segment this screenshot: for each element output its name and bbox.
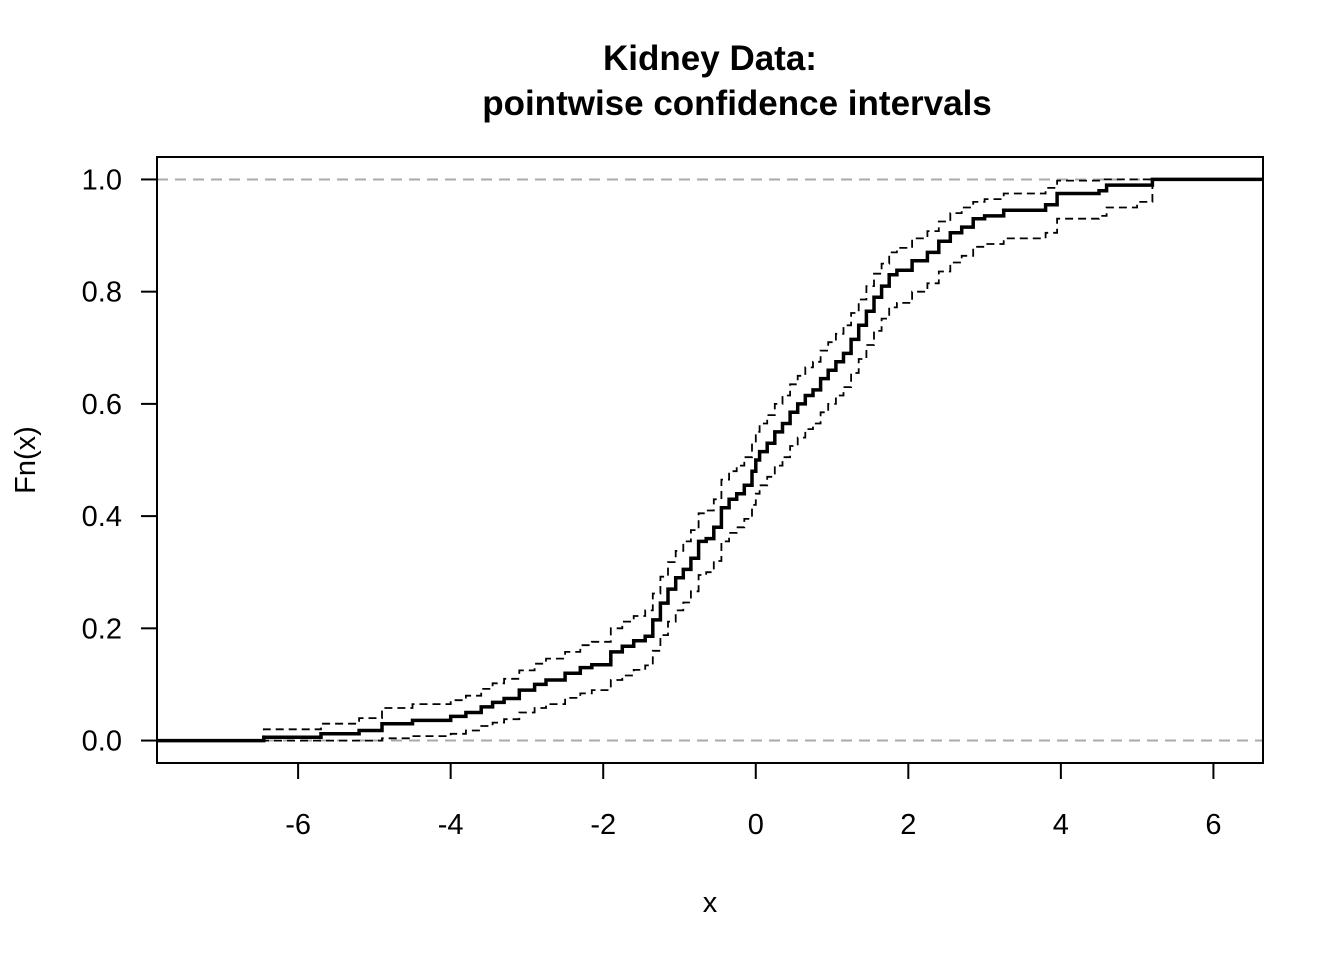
x-axis: -6 -4 -2 0 2 4 6 [285, 763, 1221, 841]
x-tick-label: 6 [1205, 809, 1221, 841]
x-tick-label: 4 [1053, 809, 1069, 841]
x-axis-label: x [703, 887, 718, 919]
x-tick-label: -6 [285, 809, 311, 841]
y-axis-label: Fn(x) [10, 426, 42, 494]
plot-frame [156, 156, 1264, 764]
y-tick-label: 0.0 [82, 726, 122, 758]
chart-subtitle: pointwise confidence intervals [482, 84, 992, 123]
y-tick-label: 0.2 [82, 613, 122, 645]
x-tick-label: 0 [748, 809, 764, 841]
reference-lines [157, 178, 1263, 742]
ecdf-step-line [157, 177, 1263, 743]
x-tick-label: -2 [590, 809, 616, 841]
y-tick-label: 0.8 [82, 277, 122, 309]
series-layer [157, 177, 1263, 743]
y-axis: 0.0 0.2 0.4 0.6 0.8 1.0 [82, 164, 157, 758]
y-tick-label: 1.0 [82, 164, 122, 196]
x-tick-label: -4 [438, 809, 464, 841]
y-tick-label: 0.4 [82, 501, 122, 533]
chart-title: Kidney Data: [603, 39, 817, 78]
upper-confidence-band [157, 178, 1263, 742]
lower-confidence-band [157, 178, 1263, 742]
y-tick-label: 0.6 [82, 389, 122, 421]
x-tick-label: 2 [900, 809, 916, 841]
